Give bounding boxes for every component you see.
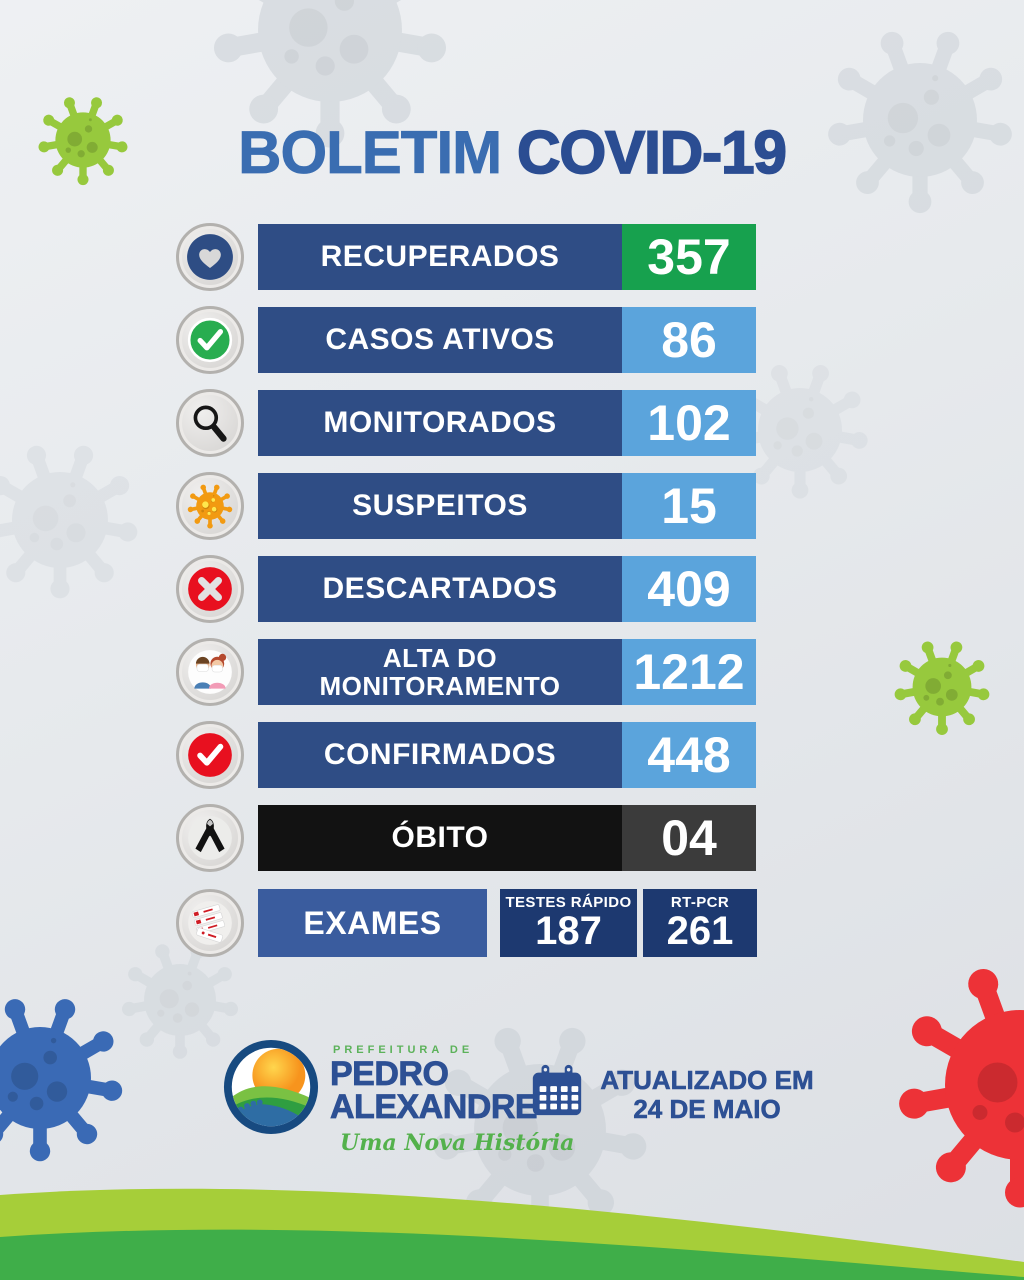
title-emphasis: COVID-19 [516,118,788,187]
testes-rapido-label: TESTES RÁPIDO [505,893,632,911]
logo-tagline: Uma Nova História [340,1130,575,1156]
x-circle-red-icon [176,555,244,623]
virus-orange-icon [176,472,244,540]
updated-line2: 24 DE MAIO [633,1094,781,1125]
row-value-casos-ativos: 86 [622,307,756,373]
row-label-obito: ÓBITO [258,805,622,871]
calendar-icon [532,1064,582,1116]
masked-people-icon [176,638,244,706]
row-value-descartados: 409 [622,556,756,622]
row-label-recuperados: RECUPERADOS [258,224,622,290]
row-label-exames: EXAMES [258,889,487,957]
row-label-descartados: DESCARTADOS [258,556,622,622]
prefeitura-logo [223,1039,319,1135]
page-title: BOLETIM COVID-19 [0,118,1024,187]
row-value-monitorados: 102 [622,390,756,456]
testes-rapido-value: 187 [535,908,602,953]
row-label-confirmados: CONFIRMADOS [258,722,622,788]
test-kits-icon [176,889,244,957]
blue-virus-bottom-left [0,996,124,1161]
logo-overline: PREFEITURA DE [333,1044,474,1056]
logo-city-line2: ALEXANDRE [330,1087,538,1126]
row-value-recuperados: 357 [622,224,756,290]
updated-date: ATUALIZADO EM 24 DE MAIO [598,1065,816,1125]
red-virus-bottom-right [897,965,1024,1208]
logo-city-line1: PEDRO [330,1055,450,1093]
testes-rapido-box: TESTES RÁPIDO 187 [500,889,637,957]
check-circle-green-icon [176,306,244,374]
green-virus-right [894,640,991,735]
rt-pcr-label: RT-PCR [670,893,730,911]
heart-icon [176,223,244,291]
row-label-monitorados: MONITORADOS [258,390,622,456]
row-value-suspeitos: 15 [622,473,756,539]
mourning-ribbon-icon [176,804,244,872]
row-label-suspeitos: SUSPEITOS [258,473,622,539]
check-circle-red-icon [176,721,244,789]
magnifier-icon [176,389,244,457]
row-value-confirmados: 448 [622,722,756,788]
row-value-obito: 04 [622,805,756,871]
row-value-alta-monitoramento: 1212 [622,639,756,705]
rt-pcr-box: RT-PCR 261 [643,889,757,957]
row-label-casos-ativos: CASOS ATIVOS [258,307,622,373]
title-prefix: BOLETIM [238,119,503,187]
logo-city-name: PEDRO ALEXANDRE [330,1055,538,1126]
green-wave-footer [0,1188,1024,1280]
rt-pcr-value: 261 [666,908,734,953]
row-label-alta-monitoramento: ALTA DO MONITORAMENTO [258,639,622,705]
updated-line1: ATUALIZADO EM [600,1065,814,1095]
